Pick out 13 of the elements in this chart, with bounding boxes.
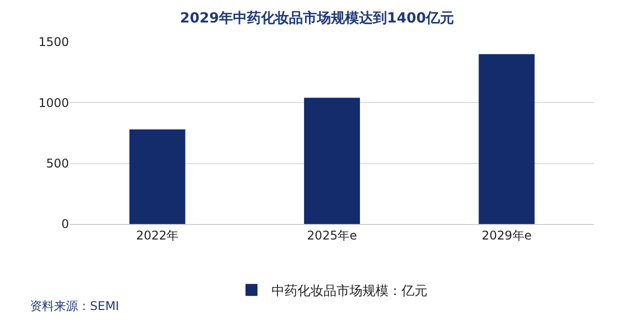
y-tick-label: 1500 xyxy=(38,35,69,50)
legend-label: 中药化妆品市场规模：亿元 xyxy=(272,284,428,299)
bar xyxy=(478,54,535,224)
text: 资料来源：SEMI xyxy=(30,299,120,313)
y-tick-label: 500 xyxy=(46,156,69,171)
y-tick-label: 0 xyxy=(61,217,69,232)
x-tick-label: 2025年e xyxy=(307,228,357,242)
chart-title: 2029年中药化妆品市场规模达到1400亿元 xyxy=(180,10,454,27)
x-tick-label: 2022年 xyxy=(136,228,179,242)
y-tick-label: 1000 xyxy=(38,96,69,110)
bar xyxy=(304,98,360,224)
bar xyxy=(129,129,186,224)
x-tick-label: 2029年e xyxy=(482,228,532,242)
